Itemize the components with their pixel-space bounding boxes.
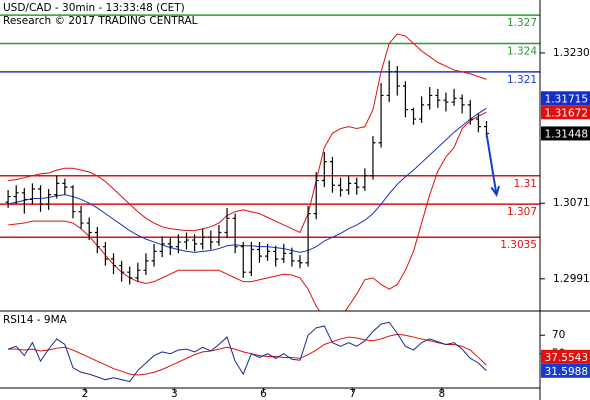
ohlc-bar bbox=[459, 94, 465, 114]
x-tick-label: 3 bbox=[171, 388, 178, 400]
rsi-signal bbox=[8, 333, 487, 376]
ohlc-bar bbox=[159, 236, 165, 258]
ohlc-bar bbox=[427, 86, 433, 110]
band-upper bbox=[8, 33, 487, 234]
ohlc-bar bbox=[111, 253, 117, 275]
rsi-label: RSI14 - 9MA bbox=[3, 314, 68, 326]
forecast-arrow bbox=[485, 133, 501, 197]
y-tick-label: 1.2991 bbox=[553, 273, 590, 285]
axes: 1.3230 1.3071 1.2991 2 3 6 7 8 1.31448 1.31672 1.3… bbox=[82, 47, 590, 400]
level-label: 1.324 bbox=[507, 45, 537, 57]
y-tick-label: 1.3230 bbox=[553, 47, 590, 59]
ohlc-bar bbox=[62, 178, 68, 195]
price-panel: 1.327 1.324 1.321 1.31 1.307 1.3035 bbox=[0, 14, 540, 311]
ohlc-bar bbox=[54, 175, 60, 199]
ohlc-bar bbox=[370, 136, 376, 180]
x-tick-label: 7 bbox=[349, 388, 356, 400]
ohlc-bar bbox=[224, 207, 230, 239]
ohlc-bar bbox=[86, 217, 92, 241]
value-label: 1.31715 bbox=[545, 93, 588, 105]
ohlc-bar bbox=[265, 243, 271, 261]
value-box bbox=[541, 349, 590, 364]
ohlc-bar bbox=[305, 206, 311, 267]
ohlc-bar bbox=[135, 262, 141, 282]
ohlc-bar bbox=[167, 238, 173, 256]
ohlc-bar bbox=[256, 241, 262, 263]
ohlc-bar bbox=[200, 228, 206, 250]
level-label: 1.321 bbox=[507, 74, 537, 86]
ohlc-bar bbox=[175, 234, 181, 254]
value-label: 1.31448 bbox=[545, 128, 588, 140]
ohlc-bar bbox=[13, 185, 19, 205]
chart-title: USD/CAD - 30min - 13:33:48 (CET) bbox=[3, 2, 185, 14]
ohlc-bar bbox=[338, 177, 344, 197]
level-label: 1.31 bbox=[514, 178, 537, 190]
ohlc-bar bbox=[419, 96, 425, 123]
band-lower bbox=[8, 111, 487, 311]
chart-subtitle: Research © 2017 TRADING CENTRAL bbox=[3, 15, 198, 27]
ohlc-bar bbox=[119, 260, 125, 282]
ohlc-bar bbox=[362, 168, 368, 191]
x-tick-label: 2 bbox=[82, 388, 89, 400]
x-tick-label: 8 bbox=[439, 388, 446, 400]
value-box bbox=[541, 91, 590, 106]
ohlc-bar bbox=[38, 185, 44, 212]
ohlc-bar bbox=[354, 177, 360, 195]
ohlc-bar bbox=[29, 183, 35, 205]
ohlc-bar bbox=[467, 100, 473, 125]
ohlc-bar bbox=[248, 241, 254, 276]
ohlc-bar bbox=[281, 243, 287, 263]
y-tick-label: 1.3071 bbox=[553, 197, 590, 209]
rsi-panel bbox=[7, 321, 487, 383]
x-tick-label: 6 bbox=[260, 388, 267, 400]
ohlc-bar bbox=[46, 189, 52, 210]
value-box bbox=[541, 105, 590, 120]
ohlc-bar bbox=[94, 226, 100, 254]
ohlc-bar bbox=[475, 113, 481, 133]
ohlc-bar bbox=[386, 60, 392, 103]
ohlc-bar bbox=[411, 107, 417, 125]
ohlc-bar bbox=[378, 83, 384, 148]
ohlc-bar bbox=[273, 245, 279, 267]
value-label: 37.5543 bbox=[545, 352, 588, 364]
ohlc-bar bbox=[443, 92, 449, 112]
ohlc-bar bbox=[192, 234, 198, 252]
ohlc-bar bbox=[21, 188, 27, 214]
rsi-tick-label: 70 bbox=[552, 329, 565, 341]
ohlc-bar bbox=[402, 81, 408, 118]
ohlc-bar bbox=[208, 230, 214, 250]
rsi-line bbox=[7, 321, 487, 383]
ohlc-bar bbox=[394, 66, 400, 96]
level-label: 1.307 bbox=[507, 206, 537, 218]
value-box bbox=[541, 126, 590, 141]
ohlc-bar bbox=[127, 266, 133, 285]
ohlc-bar bbox=[5, 189, 11, 208]
ohlc-bar bbox=[289, 247, 295, 267]
ohlc-bar bbox=[143, 253, 149, 276]
ohlc-bar bbox=[78, 206, 84, 229]
ohlc-bar bbox=[346, 175, 352, 195]
ohlc-bar bbox=[232, 213, 238, 254]
value-label: 31.5988 bbox=[545, 366, 588, 378]
ohlc-bar bbox=[240, 241, 246, 278]
ohlc-bar bbox=[313, 172, 319, 220]
ohlc-bar bbox=[70, 185, 76, 219]
ohlc-bar bbox=[183, 232, 189, 250]
ohlc-bar bbox=[151, 243, 157, 267]
value-label: 1.31672 bbox=[545, 107, 588, 119]
moving-average bbox=[7, 107, 487, 253]
ohlc-bar bbox=[321, 152, 327, 188]
ohlc-bar bbox=[297, 255, 303, 269]
ohlc-bar bbox=[451, 88, 457, 106]
level-label: 1.327 bbox=[507, 17, 537, 29]
ohlc-bar bbox=[216, 224, 222, 246]
ohlc-bar bbox=[102, 241, 108, 266]
level-label: 1.3035 bbox=[500, 239, 537, 251]
ohlc-bar bbox=[435, 88, 441, 108]
ohlc-bar bbox=[329, 156, 335, 193]
value-box bbox=[541, 363, 590, 378]
